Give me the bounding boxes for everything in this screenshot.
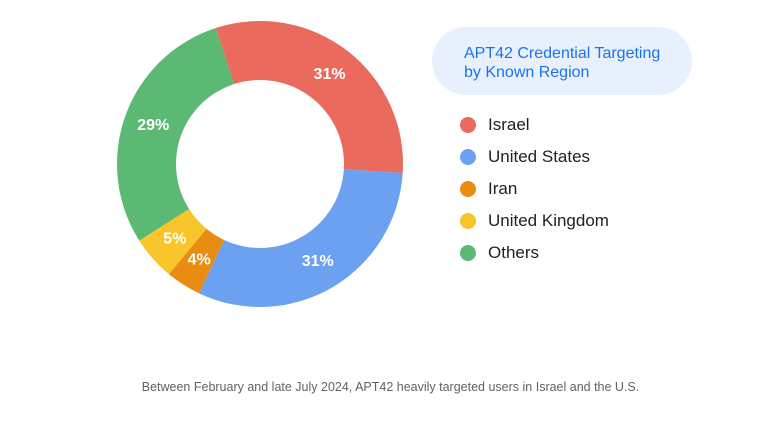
legend-swatch-united-kingdom <box>460 213 476 229</box>
legend-item-israel: Israel <box>460 109 609 141</box>
donut-slice-others <box>117 27 235 241</box>
legend-swatch-united-states <box>460 149 476 165</box>
legend-label-others: Others <box>488 243 540 262</box>
slice-label-others: 29% <box>137 117 169 134</box>
donut-slice-united-states <box>199 169 403 307</box>
legend-swatch-others <box>460 245 476 261</box>
slice-label-united-kingdom: 5% <box>163 231 186 248</box>
legend-item-united-kingdom: United Kingdom <box>460 205 609 237</box>
legend-label-united-states: United States <box>488 147 591 166</box>
donut-chart-svg: 31% 31% 4%5% 29% <box>117 20 403 307</box>
legend-label-iran: Iran <box>488 179 518 198</box>
legend-item-others: Others <box>460 237 609 269</box>
legend-label-israel: Israel <box>488 115 530 134</box>
chart-title: APT42 Credential Targeting by Known Regi… <box>432 27 692 95</box>
donut-slice-iran <box>168 228 225 294</box>
legend-item-united-states: United States <box>460 141 609 173</box>
legend-swatch-israel <box>460 117 476 133</box>
slice-label-iran: 4% <box>188 251 211 268</box>
donut-chart: 31% 31% 4% 5% 29% <box>112 16 408 312</box>
donut-slice-israel <box>215 20 403 173</box>
chart-legend: Israel United States Iran United Kingdom… <box>460 109 609 269</box>
slice-label-israel: 31% <box>314 66 346 83</box>
chart-caption: Between February and late July 2024, APT… <box>141 380 640 394</box>
slice-label-united-states: 31% <box>302 253 334 270</box>
legend-item-iran: Iran <box>460 173 609 205</box>
legend-label-united-kingdom: United Kingdom <box>488 211 609 230</box>
donut-slice-united-kingdom <box>139 209 207 275</box>
legend-swatch-iran <box>460 181 476 197</box>
